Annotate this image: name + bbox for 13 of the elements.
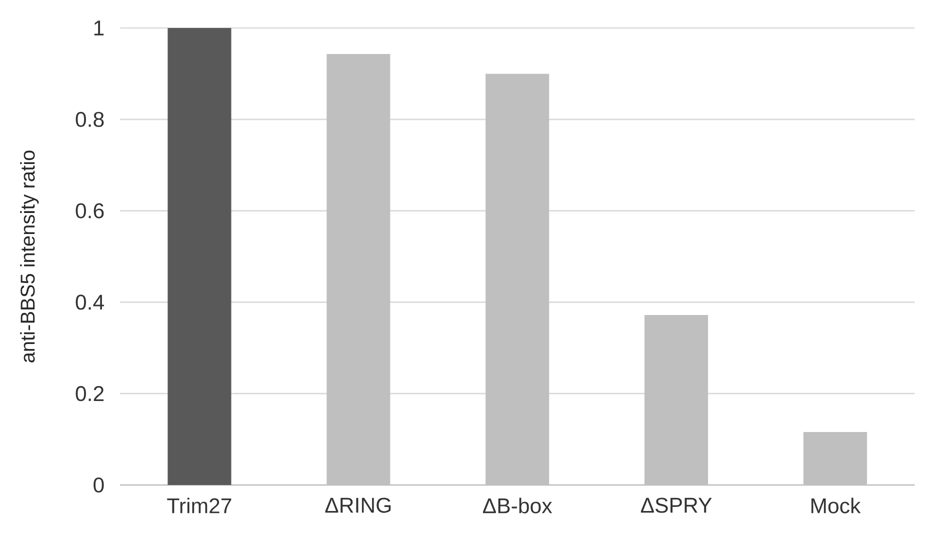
y-tick-label: 0.8 [76,112,104,127]
x-tick-label: Mock [811,498,861,514]
x-tick-label: ΔSPRY [640,498,712,513]
y-tick-label: 0 [94,477,104,493]
y-tick-label: 0.4 [76,294,104,310]
x-tick-label: ΔB-box [482,498,552,514]
x-tick-label: ΔRING [325,498,391,513]
y-tick-label: 0.2 [76,386,104,402]
bar [168,28,232,485]
x-tick-label: Trim27 [167,498,232,514]
y-axis-title: anti-BBS5 intensity ratio [20,150,39,362]
y-tick-label: 0.6 [76,203,104,218]
y-tick-label: 1 [94,20,104,36]
